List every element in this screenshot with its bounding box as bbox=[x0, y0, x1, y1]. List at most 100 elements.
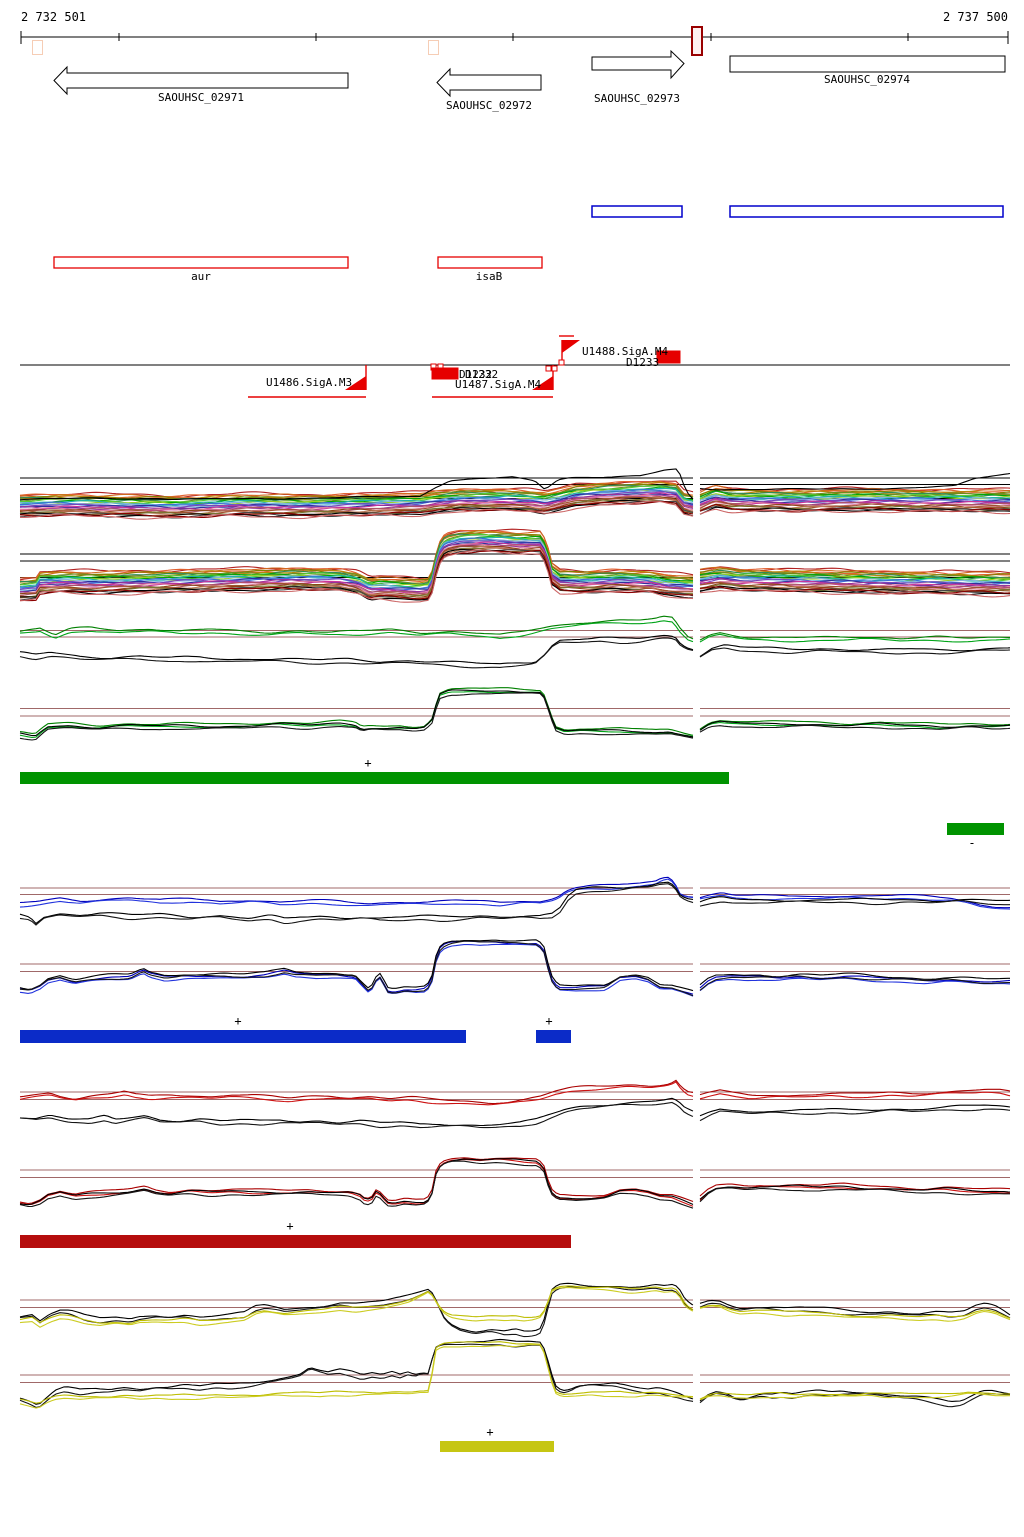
blue-bottom-series bbox=[19, 940, 694, 995]
yellow-bottom-series bbox=[19, 1341, 693, 1404]
red-top-series bbox=[19, 1079, 694, 1105]
all-conditions-bottom-series bbox=[19, 549, 694, 603]
yellow-top-series bbox=[19, 1285, 694, 1325]
tss-flag-triangle[interactable] bbox=[345, 376, 366, 390]
green-bottom-series bbox=[699, 724, 1011, 733]
gene-box-isaB[interactable] bbox=[437, 256, 543, 269]
green-top-series bbox=[19, 637, 694, 669]
all-conditions-bottom-series bbox=[19, 545, 694, 598]
yellow-bottom-series bbox=[19, 1343, 694, 1408]
green-bottom-series bbox=[19, 692, 694, 741]
blue-bottom-series bbox=[699, 975, 1010, 991]
all-conditions-top-series bbox=[699, 496, 1011, 504]
all-conditions-bottom-series bbox=[19, 538, 694, 589]
yellow-bottom-series bbox=[699, 1392, 1010, 1401]
green-top-series bbox=[19, 634, 694, 665]
blue-plus-bar-1[interactable] bbox=[20, 1030, 466, 1043]
gene-label-SAOUHSC_02972: SAOUHSC_02972 bbox=[445, 99, 533, 112]
all-conditions-bottom-series bbox=[19, 536, 694, 590]
all-conditions-top-series bbox=[699, 472, 1011, 491]
all-conditions-bottom-series bbox=[699, 581, 1011, 590]
red-bottom-series bbox=[699, 1182, 1011, 1197]
all-conditions-bottom-series bbox=[19, 547, 694, 598]
red-top-series bbox=[699, 1108, 1011, 1122]
green-minus-bar[interactable] bbox=[947, 823, 1004, 835]
ruler-end-coordinate: 2 737 500 bbox=[942, 10, 1008, 24]
gene-label-SAOUHSC_02973: SAOUHSC_02973 bbox=[593, 92, 681, 105]
all-conditions-bottom-series bbox=[699, 570, 1011, 579]
all-conditions-top-series bbox=[699, 494, 1011, 501]
green-bottom-series bbox=[19, 689, 694, 738]
all-conditions-top-series bbox=[20, 500, 694, 520]
red-top-series bbox=[699, 1104, 1011, 1117]
all-conditions-top-series bbox=[20, 493, 694, 510]
green-bottom-series bbox=[699, 720, 1011, 730]
green-top-series bbox=[19, 615, 694, 640]
tss-label-U1488.SigA.M4: U1488.SigA.M4 bbox=[582, 345, 669, 358]
tss-feature-box[interactable] bbox=[656, 350, 681, 364]
blue-top-series bbox=[19, 883, 694, 926]
all-conditions-bottom-series bbox=[19, 532, 693, 583]
all-conditions-top-series bbox=[19, 468, 694, 501]
tss-feature-box[interactable] bbox=[558, 359, 565, 366]
ruler-highlight-box[interactable] bbox=[32, 40, 43, 55]
red-top-series bbox=[699, 1091, 1011, 1100]
red-bottom-series bbox=[699, 1184, 1011, 1200]
blue-plus-bar-1-strand-sign: + bbox=[234, 1014, 242, 1028]
gene-box-aur[interactable] bbox=[53, 256, 349, 269]
tss-label-U1486.SigA.M3: U1486.SigA.M3 bbox=[266, 376, 353, 389]
red-plus-bar[interactable] bbox=[20, 1235, 571, 1248]
ruler-start-coordinate: 2 732 501 bbox=[21, 10, 87, 24]
green-bottom-series bbox=[19, 691, 694, 739]
all-conditions-bottom-series bbox=[699, 582, 1011, 592]
ruler-selection-marker[interactable] bbox=[691, 26, 703, 56]
gene-arrow-SAOUHSC_02971[interactable] bbox=[53, 65, 349, 96]
yellow-top-series bbox=[19, 1286, 694, 1328]
all-conditions-top-series bbox=[699, 493, 1011, 500]
blue-bottom-series bbox=[19, 939, 694, 992]
all-conditions-top-series bbox=[699, 489, 1010, 496]
yellow-bottom-series bbox=[699, 1389, 1011, 1402]
tss-flag-triangle[interactable] bbox=[562, 340, 580, 353]
gene-arrow-SAOUHSC_02972[interactable] bbox=[436, 67, 542, 98]
yellow-top-series bbox=[699, 1304, 1011, 1319]
gene-box-label-isaB: isaB bbox=[475, 270, 503, 283]
all-conditions-top-series bbox=[699, 500, 1011, 508]
green-plus-bar[interactable] bbox=[20, 772, 729, 784]
all-conditions-top-series bbox=[20, 493, 694, 511]
all-conditions-bottom-series bbox=[699, 572, 1010, 581]
blue-bottom-series bbox=[19, 940, 694, 997]
gene-arrow-SAOUHSC_02974[interactable] bbox=[729, 55, 1006, 73]
gene-arrow-SAOUHSC_02973[interactable] bbox=[591, 49, 685, 80]
blue-plus-bar-2[interactable] bbox=[536, 1030, 571, 1043]
red-top-series bbox=[19, 1097, 694, 1127]
all-conditions-top-series bbox=[699, 496, 1010, 504]
tss-flag-triangle[interactable] bbox=[532, 376, 553, 390]
red-bottom-series bbox=[699, 1187, 1010, 1203]
tss-label-D1232: D1232 bbox=[465, 368, 499, 381]
annotation-box-blue-1[interactable] bbox=[591, 205, 683, 218]
all-conditions-top-series bbox=[699, 501, 1011, 509]
tss-feature-box[interactable] bbox=[551, 365, 558, 372]
annotation-box-blue-2[interactable] bbox=[729, 205, 1004, 218]
green-minus-bar-strand-sign: - bbox=[968, 836, 976, 850]
tss-feature-box[interactable] bbox=[545, 365, 552, 372]
ruler-highlight-box[interactable] bbox=[428, 40, 439, 55]
tss-label-D1232: D1232 bbox=[459, 368, 493, 381]
yellow-plus-bar[interactable] bbox=[440, 1441, 554, 1452]
red-top-series bbox=[699, 1088, 1011, 1097]
tss-feature-box[interactable] bbox=[431, 367, 459, 380]
all-conditions-top-series bbox=[699, 508, 1011, 515]
tss-label-U1487.SigA.M4: U1487.SigA.M4 bbox=[455, 378, 542, 391]
yellow-bottom-series bbox=[699, 1391, 1011, 1400]
blue-top-series bbox=[699, 899, 1010, 907]
red-plus-bar-strand-sign: + bbox=[286, 1219, 294, 1233]
yellow-bottom-series bbox=[19, 1344, 693, 1409]
red-bottom-series bbox=[19, 1158, 694, 1206]
blue-bottom-series bbox=[699, 977, 1011, 992]
green-plus-bar-strand-sign: + bbox=[364, 756, 372, 770]
gene-box-label-aur: aur bbox=[191, 270, 211, 283]
red-top-series bbox=[19, 1081, 694, 1106]
green-top-series bbox=[699, 644, 1011, 657]
